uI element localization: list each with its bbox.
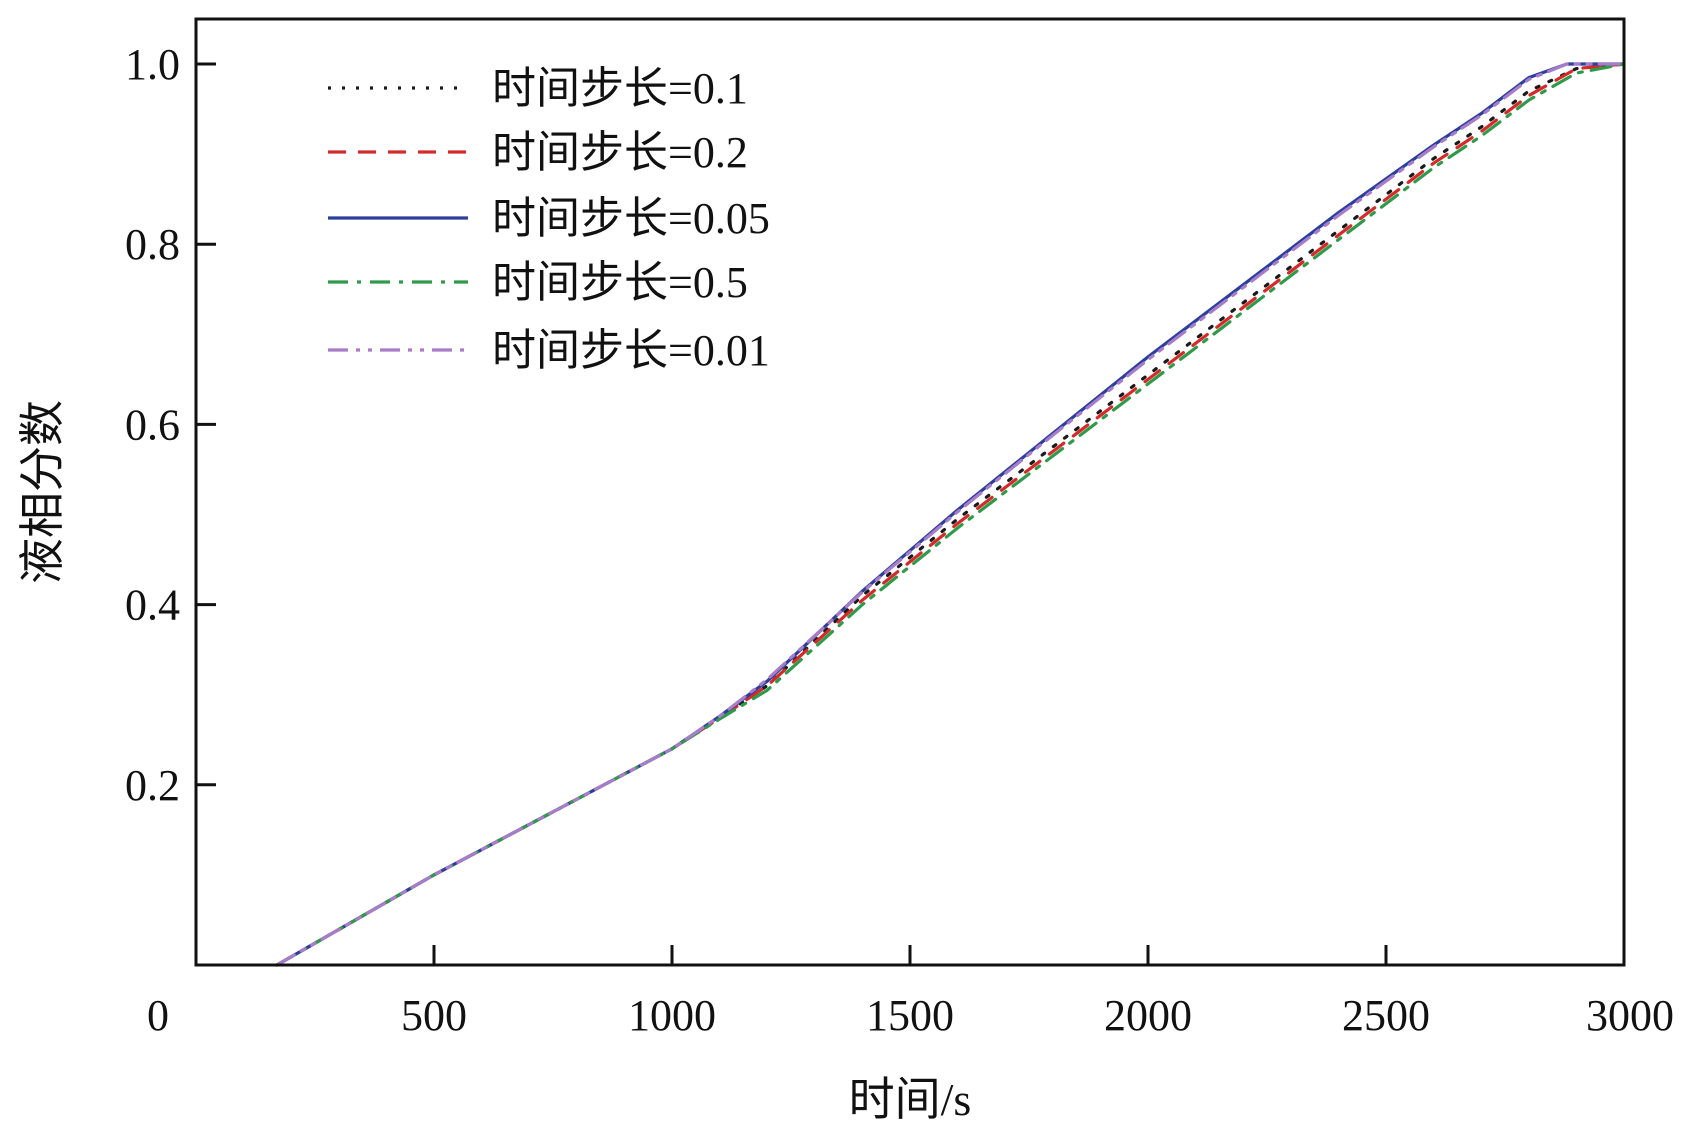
series-layer [275, 62, 1626, 967]
x-axis-title: 时间/s [849, 1074, 972, 1125]
x-tick-label: 1500 [866, 991, 954, 1040]
y-tick-label: 1.0 [125, 40, 180, 89]
y-tick-label: 0.8 [125, 220, 180, 269]
x-tick-label: 2500 [1342, 991, 1430, 1040]
x-axis-ticks: 0 500 1000 1500 2000 2500 3000 [147, 945, 1674, 1040]
legend: 时间步长=0.1 时间步长=0.2 时间步长=0.05 时间步长=0.5 时间步长=0.… [328, 64, 770, 375]
y-tick-label: 0.4 [125, 581, 180, 630]
series-line-5 [275, 62, 1626, 967]
y-axis-title: 液相分数 [17, 400, 68, 584]
y-tick-label: 0.2 [125, 761, 180, 810]
legend-label-4: 时间步长=0.5 [492, 258, 748, 307]
x-tick-label: 1000 [628, 991, 716, 1040]
y-axis-ticks: 0.2 0.4 0.6 0.8 1.0 [125, 40, 216, 810]
x-tick-label: 2000 [1104, 991, 1192, 1040]
x-tick-label: 0 [147, 991, 169, 1040]
y-tick-label: 0.6 [125, 400, 180, 449]
legend-label-5: 时间步长=0.01 [492, 326, 770, 375]
legend-label-3: 时间步长=0.05 [492, 194, 770, 243]
x-tick-label: 500 [401, 991, 467, 1040]
x-tick-label: 3000 [1586, 991, 1674, 1040]
legend-label-2: 时间步长=0.2 [492, 128, 748, 177]
legend-label-1: 时间步长=0.1 [492, 64, 748, 113]
